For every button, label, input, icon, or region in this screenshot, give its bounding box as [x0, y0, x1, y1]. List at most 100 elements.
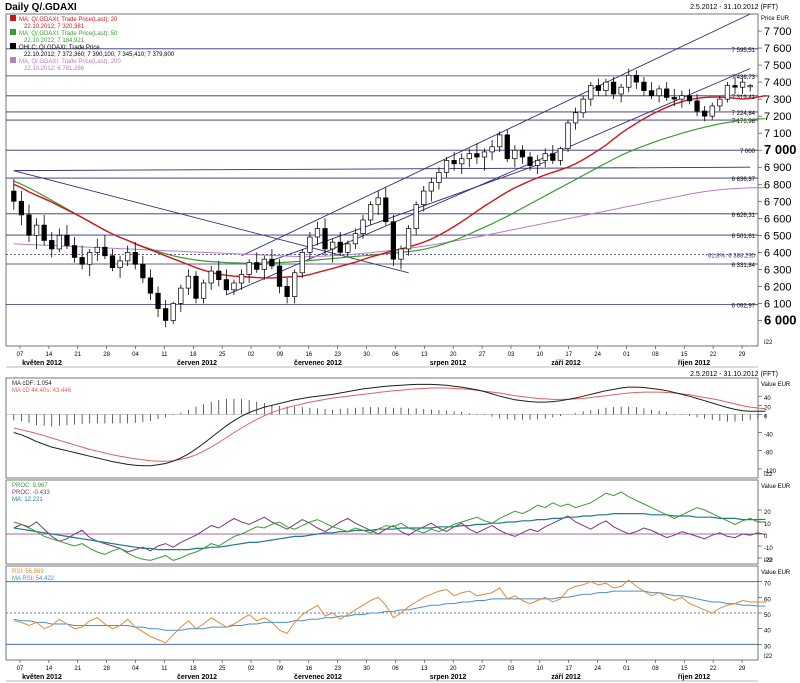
- top-month-label-5: říjen 2012: [678, 360, 710, 367]
- legend-line1-3: MA; Q/.GDAXI; Trade Price(Last); 200: [19, 59, 121, 65]
- 1-tick-label-4: -80: [764, 451, 773, 457]
- price-level-label-9: 6 331,84: [732, 263, 756, 269]
- top-month-label-1: červen 2012: [177, 360, 217, 367]
- 0-tick-label-12: 6 500: [764, 230, 792, 242]
- candle-body-58: [451, 160, 457, 165]
- candle-body-54: [421, 190, 427, 206]
- 0-tick-label-8: 6 900: [764, 162, 792, 174]
- bottom-date-range: 2.5.2012 - 31.10.2012 (FFT): [690, 371, 778, 378]
- candle-body-63: [489, 146, 495, 153]
- top-month-label-4: září 2012: [551, 360, 581, 367]
- top-day-label-24: 22: [710, 352, 717, 358]
- candle-body-62: [481, 151, 488, 158]
- candle-body-76: [588, 85, 594, 100]
- legend-swatch-0: [10, 15, 16, 21]
- candle-body-70: [542, 153, 548, 161]
- trendline-3: [241, 13, 751, 257]
- candle-body-1: [18, 200, 25, 216]
- candle-body-60: [466, 153, 472, 160]
- 0-tick-label-6: 7 100: [764, 128, 792, 140]
- bottom-day-label-10: 16: [305, 666, 312, 672]
- candle-body-53: [413, 204, 419, 229]
- price-unit-label: Price EUR: [761, 16, 790, 22]
- legend-line2-3: 22.10.2012; 6 781,286: [24, 66, 85, 72]
- bottom-day-label-13: 06: [392, 666, 399, 672]
- candle-body-89: [686, 95, 693, 102]
- ma20-line: [13, 95, 766, 279]
- bottom-day-label-16: 27: [479, 666, 486, 672]
- proc-legend-1: PROC: -0.433: [12, 490, 50, 496]
- candle-body-81: [626, 74, 632, 88]
- candle-body-26: [208, 270, 214, 284]
- 2-tick-label-1: 10: [764, 522, 771, 528]
- date-range: 2.5.2012 - 31.10.2012 (FFT): [690, 4, 778, 11]
- candle-body-68: [527, 156, 533, 166]
- candle-body-29: [231, 282, 237, 291]
- candle-body-34: [269, 258, 275, 267]
- legend-line2-1: 22.10.2012; 7 184,921: [24, 38, 85, 44]
- candle-body-77: [595, 85, 601, 91]
- chart-title: Daily Q/.GDAXI: [5, 2, 77, 13]
- top-month-label-3: srpen 2012: [430, 360, 467, 367]
- candle-body-32: [254, 262, 260, 270]
- candle-body-37: [292, 272, 298, 297]
- candle-body-39: [307, 236, 313, 253]
- candle-body-52: [405, 228, 412, 250]
- bottom-month-label-4: září 2012: [551, 674, 581, 681]
- 3-tick-label-4: 30: [764, 644, 771, 650]
- bottom-day-label-4: 04: [132, 666, 139, 672]
- top-day-label-10: 16: [305, 352, 312, 358]
- candle-body-15: [125, 252, 131, 262]
- candle-body-73: [565, 122, 571, 149]
- bottom-day-label-3: 28: [103, 666, 110, 672]
- candle-body-8: [71, 245, 78, 258]
- legend-line1-0: MA; Q/.GDAXI; Trade Price(Last); 20: [19, 17, 118, 23]
- candle-body-9: [79, 257, 85, 265]
- top-day-label-6: 18: [190, 352, 197, 358]
- bottom-day-label-6: 18: [190, 666, 197, 672]
- top-day-label-25: 29: [739, 352, 746, 358]
- 0-tick-label-13: 6 400: [764, 247, 792, 259]
- candle-body-75: [580, 98, 586, 114]
- 0-tick-label-9: 6 800: [764, 179, 792, 191]
- rsi-badge: I22: [764, 654, 773, 660]
- candle-body-42: [330, 241, 336, 250]
- 0-tick-label-17: 6 000: [764, 312, 797, 327]
- candle-body-2: [26, 214, 32, 236]
- bottom-day-label-7: 25: [219, 666, 226, 672]
- candle-body-69: [535, 160, 541, 166]
- candle-body-16: [132, 252, 138, 265]
- legend-line2-0: 22.10.2012; 7 320,381: [24, 24, 85, 30]
- 0-tick-label-10: 6 700: [764, 196, 792, 208]
- 3-tick-label-3: 40: [764, 629, 771, 635]
- top-day-label-19: 17: [565, 352, 572, 358]
- price-level-label-7: 6 626,31: [732, 213, 756, 219]
- trendline-2: [226, 68, 751, 296]
- trendline-0: [13, 166, 751, 172]
- bottom-day-label-11: 23: [334, 666, 341, 672]
- candle-body-88: [679, 95, 685, 100]
- candle-body-51: [398, 248, 404, 260]
- bottom-day-label-22: 08: [652, 666, 659, 672]
- bottom-day-label-5: 11: [161, 666, 168, 672]
- macd-panel-frame: [5, 377, 759, 479]
- candle-body-92: [709, 105, 715, 117]
- 2-tick-label-3: -10: [764, 546, 773, 552]
- candle-body-5: [49, 240, 55, 250]
- candle-body-49: [383, 197, 389, 223]
- candle-body-28: [223, 279, 229, 291]
- 3-tick-label-1: 60: [764, 597, 771, 603]
- candle-body-71: [550, 153, 556, 161]
- price-level-label-3: 7 224,84: [732, 111, 756, 117]
- candle-body-22: [178, 287, 184, 304]
- candle-body-40: [314, 228, 321, 238]
- candle-body-94: [724, 85, 731, 100]
- candle-body-30: [238, 274, 245, 284]
- candle-body-36: [284, 286, 290, 297]
- candle-body-91: [702, 110, 708, 117]
- candle-body-79: [610, 81, 617, 95]
- candle-body-24: [193, 275, 199, 299]
- top-day-label-12: 30: [363, 352, 370, 358]
